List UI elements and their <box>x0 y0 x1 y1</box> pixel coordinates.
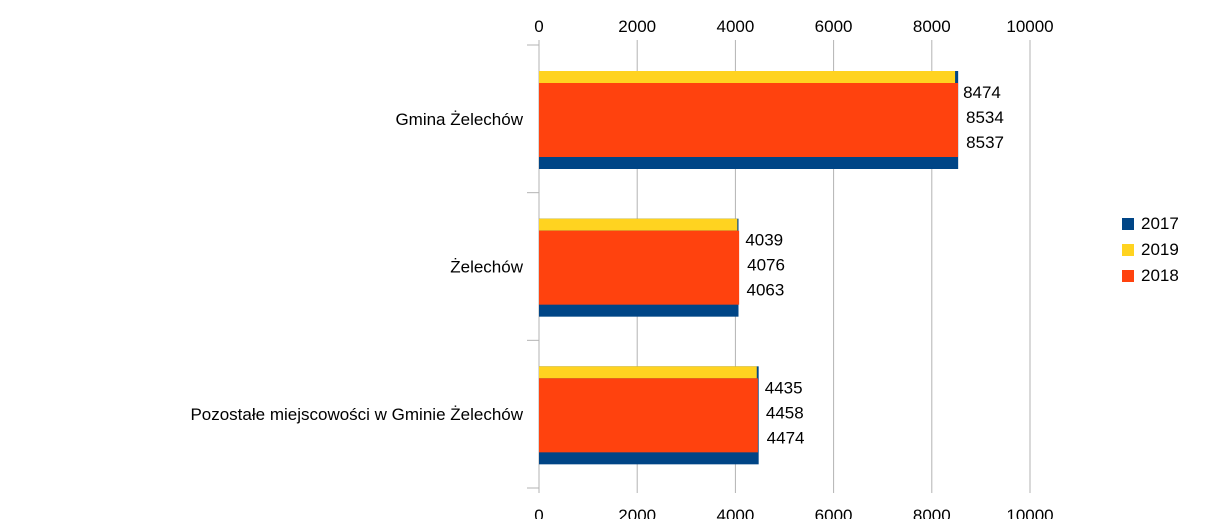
x-tick-label-bottom: 10000 <box>1006 506 1053 519</box>
bar-2018 <box>539 230 740 305</box>
x-tick-label-bottom: 2000 <box>618 506 656 519</box>
data-label-2018: 8534 <box>966 108 1004 127</box>
x-tick-label-top: 10000 <box>1006 17 1053 36</box>
x-tick-label-bottom: 4000 <box>716 506 754 519</box>
x-tick-label-top: 4000 <box>716 17 754 36</box>
x-tick-label-bottom: 8000 <box>913 506 951 519</box>
bar-2019 <box>539 218 738 231</box>
x-tick-label-top: 6000 <box>815 17 853 36</box>
category-label: Gmina Żelechów <box>395 110 523 129</box>
data-label-2019: 8474 <box>963 83 1001 102</box>
bar-2018 <box>539 83 959 157</box>
legend-label-2019: 2019 <box>1141 240 1179 259</box>
legend-label-2017: 2017 <box>1141 214 1179 233</box>
data-label-2017: 4063 <box>746 281 784 300</box>
x-tick-label-bottom: 0 <box>534 506 543 519</box>
data-label-2019: 4039 <box>745 231 783 250</box>
x-tick-label-top: 2000 <box>618 17 656 36</box>
legend-swatch-2017 <box>1122 218 1134 230</box>
x-tick-label-top: 0 <box>534 17 543 36</box>
bar-2019 <box>539 366 757 379</box>
x-tick-label-bottom: 6000 <box>815 506 853 519</box>
legend-swatch-2019 <box>1122 244 1134 256</box>
data-label-2017: 8537 <box>966 133 1004 152</box>
data-label-2018: 4076 <box>747 256 785 275</box>
data-label-2017: 4474 <box>767 428 805 447</box>
category-label: Żelechów <box>450 258 523 277</box>
bar-2019 <box>539 71 956 83</box>
legend-swatch-2018 <box>1122 270 1134 282</box>
data-label-2019: 4435 <box>765 378 803 397</box>
category-label: Pozostałe miejscowości w Gminie Żelechów <box>190 405 523 424</box>
legend-label-2018: 2018 <box>1141 266 1179 285</box>
data-label-2018: 4458 <box>766 403 804 422</box>
bar-2018 <box>539 378 758 453</box>
x-tick-label-top: 8000 <box>913 17 951 36</box>
